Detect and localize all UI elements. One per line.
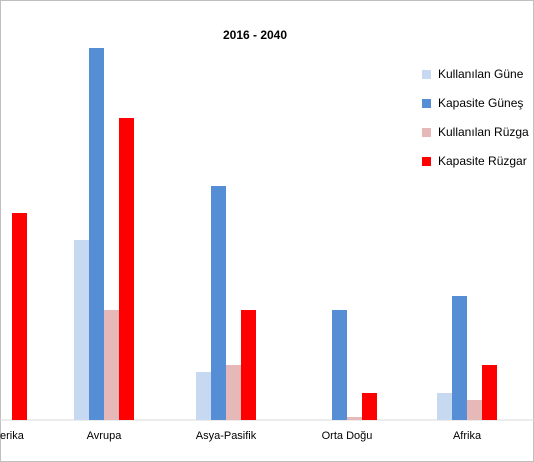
chart-title: 2016 - 2040 xyxy=(222,28,288,42)
bar-kapasite-güneş-asya-pasifik xyxy=(211,186,226,420)
legend-item: Kapasite Rüzgar xyxy=(422,147,534,175)
legend-swatch xyxy=(422,127,431,137)
legend-label: Kullanılan Rüzga xyxy=(438,125,529,139)
x-tick-label: Afrika xyxy=(452,430,482,442)
bar-kullanılan-güneş-asya-pasifik xyxy=(196,372,211,420)
legend-item: Kullanılan Güne xyxy=(422,60,534,88)
bar-kullanılan-rüzgar-asya-pasifik xyxy=(226,365,241,420)
bar-kullanılan-rüzgar-orta-doğu xyxy=(347,417,362,420)
bar-kullanılan-güneş-avrupa xyxy=(74,240,89,420)
legend-label: Kapasite Güneş xyxy=(438,96,524,110)
bar-group xyxy=(12,48,497,420)
x-tick-label: erika xyxy=(0,430,24,442)
legend: Kullanılan Güne Kapasite Güneş Kullanılan … xyxy=(422,60,534,176)
bar-kapasite-rüzgar-orta-doğu xyxy=(362,393,377,420)
legend-label: Kullanılan Güne xyxy=(438,67,524,81)
bar-kapasite-rüzgar-asya-pasifik xyxy=(241,310,256,420)
bar-kullanılan-güneş-afrika xyxy=(437,393,452,420)
bar-kapasite-güneş-orta-doğu xyxy=(332,310,347,420)
bar-kapasite-rüzgar-afrika xyxy=(482,365,497,420)
x-tick-label: Asya-Pasifik xyxy=(195,430,257,442)
legend-item: Kullanılan Rüzga xyxy=(422,118,534,146)
bar-kullanılan-rüzgar-avrupa xyxy=(104,310,119,420)
legend-label: Kapasite Rüzgar xyxy=(438,154,527,168)
legend-item: Kapasite Güneş xyxy=(422,89,534,117)
bar-kapasite-güneş-afrika xyxy=(452,296,467,420)
legend-swatch xyxy=(422,69,431,79)
legend-swatch xyxy=(422,98,431,108)
x-tick-label: Avrupa xyxy=(86,430,122,442)
bar-kapasite-rüzgar-avrupa xyxy=(119,118,134,420)
legend-swatch xyxy=(422,156,431,166)
x-tick-label: Orta Doğu xyxy=(321,430,373,442)
bar-kapasite-güneş-avrupa xyxy=(89,48,104,420)
bar-kullanılan-rüzgar-afrika xyxy=(467,400,482,420)
bar-kapasite-rüzgar-kuzey-amerika xyxy=(12,213,27,420)
